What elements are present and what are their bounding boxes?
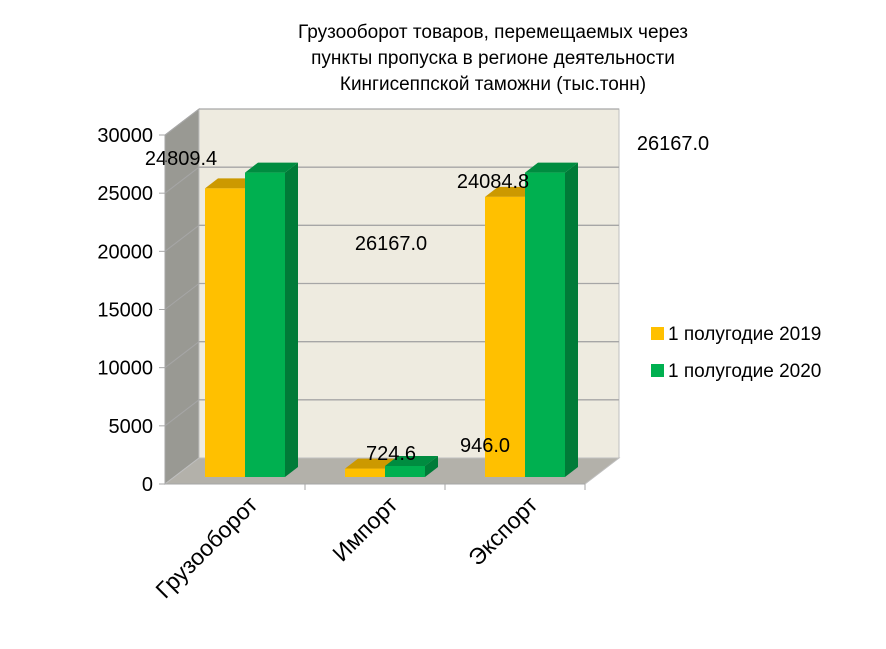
bar-top: [345, 458, 398, 469]
legend: 1 полугодие 2019 1 полугодие 2020: [651, 324, 821, 382]
data-label: 724.6: [366, 443, 416, 465]
bar-top: [245, 162, 298, 173]
legend-swatch: [651, 364, 664, 377]
bar-front: [205, 188, 245, 478]
gridline-side: [164, 341, 200, 369]
bar-front: [385, 465, 425, 477]
y-tick-label: 0: [142, 474, 153, 496]
bar: [525, 162, 578, 477]
y-tick-label: 10000: [97, 358, 153, 380]
gridline-side: [164, 283, 200, 310]
chart-title: Грузооборот товаров, перемещаемых через …: [298, 22, 688, 95]
x-tick-label: Экспорт: [463, 491, 543, 571]
bar-top: [385, 455, 438, 466]
y-tick-label: 20000: [97, 241, 153, 263]
bar-front: [245, 172, 285, 477]
data-label: 24809.4: [145, 148, 217, 170]
data-label: 946.0: [460, 435, 510, 457]
bar-top: [525, 162, 578, 173]
legend-swatch: [651, 327, 664, 340]
y-tick-label: 15000: [97, 300, 153, 322]
bar-front: [485, 196, 525, 478]
bar: [245, 162, 298, 477]
bar-top: [485, 186, 538, 197]
data-label: 26167.0: [355, 233, 427, 255]
data-label: 24084.8: [457, 171, 529, 193]
bar-side: [425, 455, 438, 477]
bar-front: [525, 172, 565, 477]
title-line-1: Грузооборот товаров, перемещаемых через: [298, 22, 688, 43]
y-tick-label: 25000: [97, 183, 153, 205]
title-line-2: пункты пропуска в регионе деятельности: [311, 48, 675, 69]
y-tick-label: 30000: [97, 125, 153, 147]
gridline-side: [164, 166, 200, 194]
title-line-3: Кингисеппской таможни (тыс.тонн): [340, 74, 646, 95]
gridline-side: [164, 224, 200, 252]
bar: [385, 455, 438, 477]
legend-label: 1 полугодие 2020: [668, 361, 821, 382]
data-label: 26167.0: [637, 133, 709, 155]
y-tick-label: 5000: [109, 416, 154, 438]
gridline-side: [164, 399, 200, 427]
bar-side: [285, 162, 298, 477]
legend-label: 1 полугодие 2019: [668, 324, 821, 345]
x-tick-label: Импорт: [327, 491, 403, 567]
x-tick-label: Грузооборот: [150, 491, 263, 604]
gridline-side: [164, 108, 200, 136]
bar-side: [565, 162, 578, 477]
bar-top: [205, 178, 258, 189]
bar-front: [345, 468, 385, 477]
